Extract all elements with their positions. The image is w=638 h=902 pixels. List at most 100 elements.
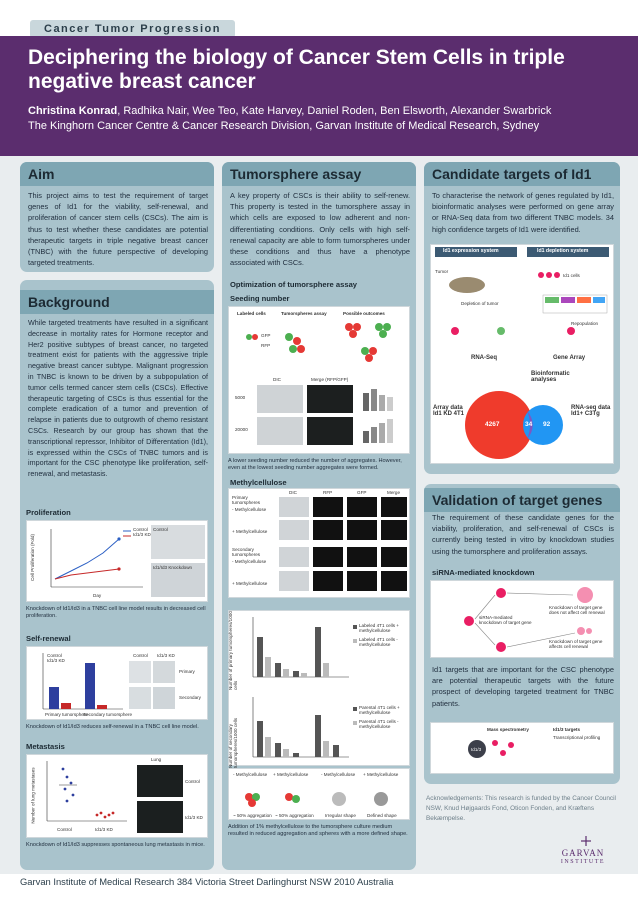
mc-bar-charts [252,617,357,758]
author-line: Christina Konrad, Radhika Nair, Wee Teo,… [28,104,628,119]
cand-rnaseq: RNA-Seq [471,355,498,361]
proliferation-figure: Control Id1/3 KD Control Id1/Id3 Knockdo… [26,520,208,602]
candidates-heading: Candidate targets of Id1 [432,166,592,182]
candidates-panel: Candidate targets of Id1 To characterise… [424,162,620,474]
sr-legend-kd: Id1/3 KD [47,658,65,663]
mc-col-gfp: GFP [357,490,367,495]
self-renewal-chart [42,653,175,710]
footer [0,874,638,902]
sr-legend-control: Control [47,653,62,658]
seeding-caption: A lower seeding number reduced the numbe… [228,458,402,471]
title-banner [0,36,638,156]
mc-col-rfp: RFP [323,490,333,495]
mc-figure: DIC RFP GFP Merge Primary tumorspheres -… [228,488,410,598]
validation-panel-head: Validation of target genes [424,488,620,512]
seeding-gfp: GFP [261,333,271,338]
garvan-logo-mark [581,836,591,846]
metastasis-title: Metastasis [26,742,65,751]
mcd-label-4: + Methylcellulose [363,772,399,777]
tumorsphere-heading: Tumorsphere assay [230,166,362,182]
sirna-figure: Knockdown of target gene does not affect… [430,580,614,658]
mcd-small-1: ~ 50% aggregation [233,813,272,818]
mc-micrographs [279,497,407,591]
sirna-diagram [464,587,593,652]
mc-row-minus-2: - Methylcellulose [232,559,267,564]
self-renewal-figure: Control Id1/3 KD Primary tumorsphere Sec… [26,646,208,720]
target-diagram [468,740,514,758]
sr-img-kd: Id1/3 KD [157,653,175,658]
sirna-title: siRNA-mediated knockdown [432,568,535,577]
sr-img-secondary: Secondary [179,695,201,700]
mcd-small-2: ~ 50% aggregation [275,813,314,818]
target-small-tx: Transcriptional profiling [553,735,601,740]
met-group-kd: Id1/3 KD [95,827,113,832]
proliferation-chart [50,525,205,597]
metastasis-figure: Lung Control Id1/3 KD Control Id1/3 KD N… [26,754,208,838]
mc-title: Methylcellulose [230,478,287,487]
mc-row-secondary: Secondary tumorspheres [232,547,261,557]
mc-row-primary: Primary tumorspheres [232,495,261,505]
seeding-merge: Merge (RFP/GFP) [311,377,349,382]
mc-col-dic: DIC [289,490,297,495]
sirna-small-effect: Knockdown of target gene affects cell re… [549,639,603,649]
aim-heading: Aim [28,166,55,182]
mc-row-minus-1: - Methylcellulose [232,507,267,512]
co-authors: , Radhika Nair, Wee Teo, Kate Harvey, Da… [117,105,552,117]
target-small-id13: Id1/3 [471,747,482,752]
venn-left-label: Array data Id1 KD 4T1 [433,405,465,417]
cand-small-depletion: Depletion of tumor [461,301,499,306]
author-block: Christina Konrad, Radhika Nair, Wee Teo,… [28,104,628,134]
mcd-label-2: + Methylcellulose [273,772,309,777]
venn-value-right: 92 [543,421,551,428]
candidates-text: To characterise the network of genes reg… [432,191,614,234]
met-group-control: Control [57,827,72,832]
candidates-diagram-drawing [435,247,609,459]
met-img-title: Lung [151,757,162,762]
poster-title: Deciphering the biology of Cancer Stem C… [28,46,565,93]
chart2-ylabel: Number of secondary tumorspheres/1000 ce… [228,717,238,768]
mc-charts-figure: Labeled 4T1 cells + methylcellulose Labe… [228,610,410,768]
garvan-logo [556,836,616,866]
prolif-img-control: Control [153,527,168,532]
lead-author: Christina Konrad [28,105,118,117]
target-figure: Mass spectrometry Id1/3 targets Id1/3 Tr… [430,722,614,774]
venn-value-left: 4267 [485,421,500,428]
seeding-row-20000: 20000 [235,427,248,432]
mc-row-plus-2: + Methylcellulose [232,581,268,586]
cand-genearray: Gene Array [553,355,586,361]
cand-bioinfo: Bioinformatic analyses [531,371,570,383]
validation-text2: Id1 targets that are important for the C… [432,665,614,708]
met-img-kd: Id1/3 KD [185,815,203,820]
validation-text: The requirement of these candidate genes… [432,513,614,556]
mcd-label-3: - Methylcellulose [321,772,356,777]
aim-text: This project aims to test the requiremen… [28,191,208,268]
seeding-col-1: Labeled cells [237,311,266,316]
sr-img-control: Control [133,653,148,658]
background-panel: Background While targeted treatments hav… [20,280,214,870]
met-img-control: Control [185,779,200,784]
self-renewal-title: Self-renewal [26,634,71,643]
aim-panel: Aim This project aims to test the requir… [20,162,214,272]
mc-diagram-drawing [245,792,388,807]
prolif-ylabel: Cell Proliferation (Fold) [29,534,35,581]
mc-caption: Addition of 1% methylcellulose to the tu… [228,824,408,837]
prolif-img-kd: Id1/Id3 Knockdown [153,565,193,570]
logo-subtext: INSTITUTE [560,859,606,865]
topic-tag: Cancer Tumor Progression [30,20,235,38]
seeding-row-5000: 5000 [235,395,246,400]
prolif-legend-control: Control [133,527,148,532]
mcd-label-1: - Methylcellulose [233,772,268,777]
affiliation: The Kinghorn Cancer Centre & Cancer Rese… [28,120,540,132]
opt-title: Optimization of tumorsphere assay [230,280,358,289]
metastasis-chart [46,761,183,833]
seeding-dic: DIC [273,377,281,382]
seeding-diagram [246,323,393,445]
background-panel-head: Background [20,290,214,314]
seeding-col-2: Tumorspheres assay [281,311,327,316]
cand-title-depletion: Id1 depletion system [537,248,589,254]
mc-diagram: - Methylcellulose + Methylcellulose - Me… [228,768,410,820]
metastasis-caption: Knockdown of Id1/Id3 suppresses spontane… [26,842,205,848]
prolif-legend-kd: Id1/3 KD [133,532,151,537]
tumorsphere-text: A key property of CSCs is their ability … [230,191,410,268]
cand-title-expression: Id1 expression system [443,248,499,254]
